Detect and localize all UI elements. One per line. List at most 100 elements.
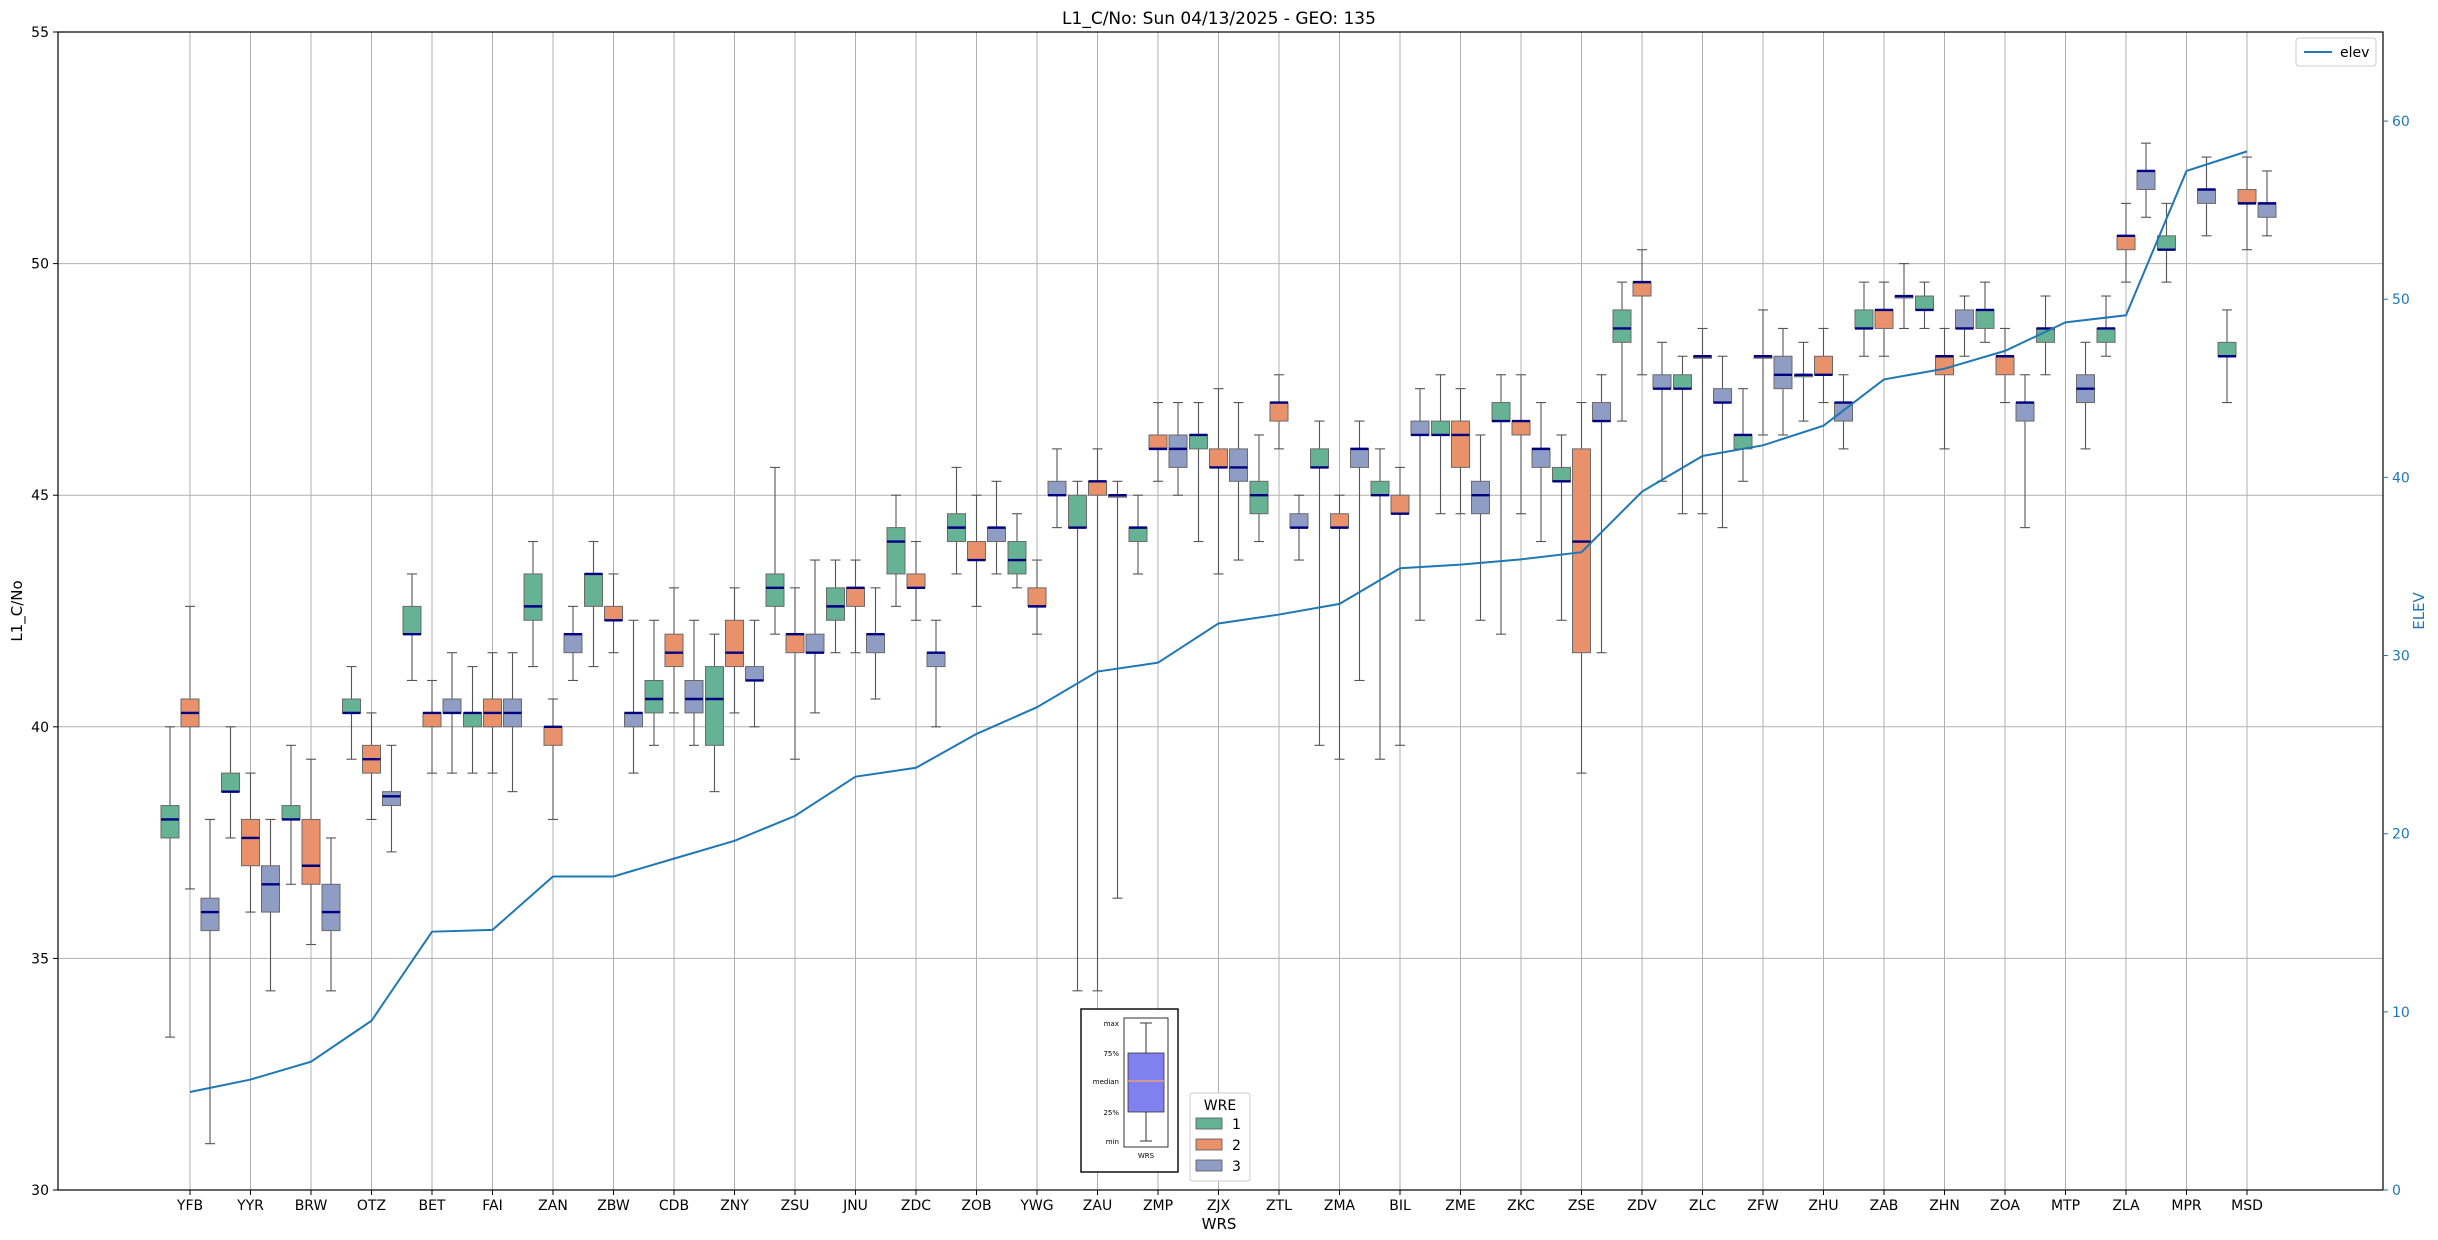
box-plot-zse-wre3	[1592, 374, 1611, 654]
box-plot-zmp-wre3	[1168, 402, 1188, 496]
box-plot-otz-wre1	[342, 666, 361, 760]
box-plot-zbw-wre1	[584, 540, 603, 668]
box-plot-zfw-wre1	[1733, 388, 1753, 482]
iqr-box	[1854, 309, 1874, 329]
iqr-box	[785, 633, 805, 654]
box-plot-bil-wre1	[1370, 448, 1390, 760]
iqr-box	[463, 712, 482, 728]
elev-legend-frame	[2295, 37, 2377, 67]
box-plot-zab-wre1	[1854, 281, 1874, 357]
box-plot-zlc-wre2	[1693, 327, 1712, 515]
iqr-box	[281, 805, 301, 820]
x-tick-label: ZFW	[1747, 1198, 1779, 1214]
box-plot-zan-wre3	[563, 605, 583, 682]
box-plot-zob-wre2	[967, 494, 986, 607]
box-plot-zob-wre1	[947, 466, 966, 575]
x-tick-label: JNU	[842, 1198, 868, 1214]
box-plot-zab-wre2	[1874, 281, 1894, 357]
iqr-box	[846, 587, 865, 607]
box-plot-zau-wre2	[1088, 448, 1107, 992]
iqr-box	[1168, 434, 1188, 468]
box-plot-zny-wre3	[745, 619, 764, 728]
box-plot-zmp-wre1	[1128, 494, 1148, 575]
box-plot-cdb-wre3	[684, 619, 704, 746]
iqr-box	[1572, 448, 1591, 654]
x-tick-label: ZOB	[961, 1198, 991, 1214]
box-plot-brw-wre3	[321, 837, 341, 992]
box-plot-yfb-wre1	[160, 726, 180, 1038]
plot-frame	[57, 31, 2384, 1191]
iqr-box	[1511, 420, 1531, 436]
x-tick-label: ZLC	[1689, 1198, 1716, 1214]
iqr-box	[826, 587, 845, 621]
y-tick-label: 30	[31, 1183, 49, 1199]
box-plot-zkc-wre2	[1511, 374, 1531, 515]
box-plot-zdv-wre1	[1612, 281, 1632, 422]
iqr-box	[2096, 327, 2116, 343]
iqr-box	[442, 698, 462, 714]
iqr-box	[1673, 374, 1692, 390]
box-plot-msd-wre3	[2257, 170, 2277, 237]
box-plot-zhn-wre2	[1935, 327, 1954, 450]
box-plot-zhu-wre1	[1794, 341, 1813, 422]
iqr-box	[1269, 402, 1289, 422]
iqr-box	[1289, 513, 1309, 529]
iqr-box	[1773, 355, 1793, 390]
iqr-box	[886, 527, 906, 575]
x-tick-label: ZAN	[538, 1198, 568, 1214]
iqr-box	[705, 666, 724, 746]
y2-axis-label: ELEV	[2410, 591, 2428, 629]
iqr-box	[1330, 513, 1349, 529]
iqr-box	[402, 605, 422, 635]
inset-label-max: max	[1104, 1020, 1119, 1028]
iqr-box	[1995, 355, 2015, 376]
iqr-box	[2116, 235, 2136, 251]
box-plot-zhu-wre3	[1834, 374, 1853, 450]
box-plot-zny-wre1	[705, 633, 724, 793]
wre-legend-title: WRE	[1204, 1098, 1236, 1114]
box-plot-zma-wre2	[1330, 494, 1349, 760]
iqr-box	[604, 605, 623, 621]
x-tick-label: MTP	[2051, 1198, 2080, 1214]
box-plot-zkc-wre1	[1491, 374, 1511, 635]
x-tick-label: YFB	[176, 1198, 203, 1214]
y-tick-label: 55	[31, 25, 49, 41]
box-plot-fai-wre3	[503, 652, 522, 793]
box-plot-mtp-wre1	[2036, 295, 2055, 376]
box-plot-zme-wre3	[1471, 434, 1490, 621]
iqr-box	[301, 818, 321, 885]
iqr-box	[1531, 448, 1551, 468]
iqr-box	[1955, 309, 1974, 329]
box-plot-zdv-wre3	[1652, 341, 1672, 482]
iqr-box	[1229, 448, 1248, 482]
iqr-box	[1612, 309, 1632, 343]
iqr-box	[1148, 434, 1168, 450]
x-tick-label: MPR	[2171, 1198, 2202, 1214]
iqr-box	[644, 679, 664, 714]
iqr-box	[1431, 420, 1450, 436]
inset-label-q3: 75%	[1103, 1050, 1119, 1058]
iqr-box	[2257, 202, 2277, 218]
y2-tick-label: 50	[2392, 292, 2410, 308]
y-tick-label: 40	[31, 720, 49, 736]
iqr-box	[765, 573, 785, 607]
box-plot-mpr-wre3	[2197, 156, 2216, 237]
x-tick-label: ZNY	[720, 1198, 749, 1214]
iqr-box	[1975, 309, 1995, 329]
x-tick-label: ZDC	[901, 1198, 931, 1214]
x-tick-label: ZBW	[597, 1198, 630, 1214]
x-axis-ticks: YFB YYR BRW OTZ BET FAI ZAN ZBW CDB ZNY ZSU JNU ZDC Z…	[176, 1190, 2263, 1214]
elev-series	[189, 150, 2248, 1093]
box-plot-zhn-wre3	[1955, 295, 1974, 357]
box-plot-yyr-wre1	[221, 726, 240, 839]
iqr-box	[1713, 388, 1732, 404]
y2-tick-label: 40	[2392, 470, 2410, 486]
box-plot-zme-wre2	[1451, 388, 1470, 515]
y2-tick-label: 0	[2392, 1183, 2401, 1199]
box-plot-zdc-wre3	[926, 619, 946, 728]
box-plot-zlc-wre3	[1713, 355, 1732, 529]
x-tick-label: FAI	[482, 1198, 502, 1214]
wre-legend-swatch-3	[1195, 1159, 1223, 1172]
box-plot-zoa-wre2	[1995, 327, 2015, 404]
iqr-box	[2237, 188, 2257, 204]
